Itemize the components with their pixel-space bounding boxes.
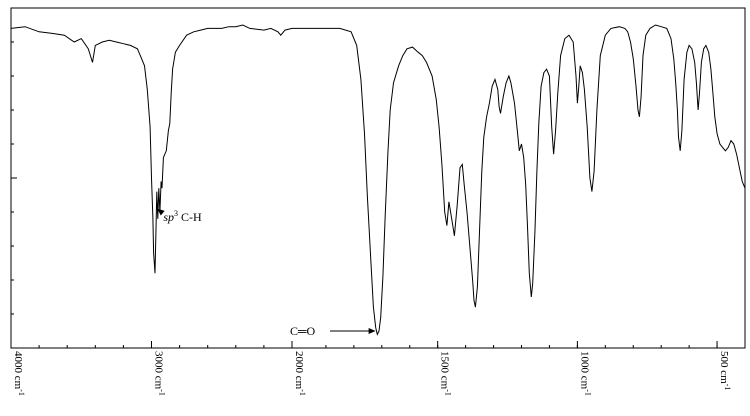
- x-tick-label: 3000 cm-1: [153, 351, 167, 396]
- x-tick-label: 500 cm-1: [718, 351, 732, 390]
- spectrum-line: [10, 24, 746, 336]
- annotation-sp3-ch: sp3 C-H: [157, 208, 202, 224]
- annotation-label: C═O: [290, 324, 316, 338]
- x-tick-label: 4000 cm-1: [12, 351, 26, 396]
- annotation-arrowhead: [157, 208, 165, 216]
- plot-frame: [10, 7, 746, 349]
- annotation-arrowhead: [368, 328, 376, 334]
- x-tick-label: 1500 cm-1: [439, 351, 453, 396]
- annotation-carbonyl: C═O: [290, 324, 376, 338]
- annotation-label: sp3 C-H: [163, 209, 202, 224]
- y-axis-ticks: [11, 7, 17, 349]
- x-axis-ticks: 4000 cm-1 3000 cm-1 2000 cm-1 1500 cm-1 1000…: [10, 341, 746, 396]
- x-tick-label: 1000 cm-1: [578, 351, 592, 396]
- x-tick-label: 2000 cm-1: [293, 351, 307, 396]
